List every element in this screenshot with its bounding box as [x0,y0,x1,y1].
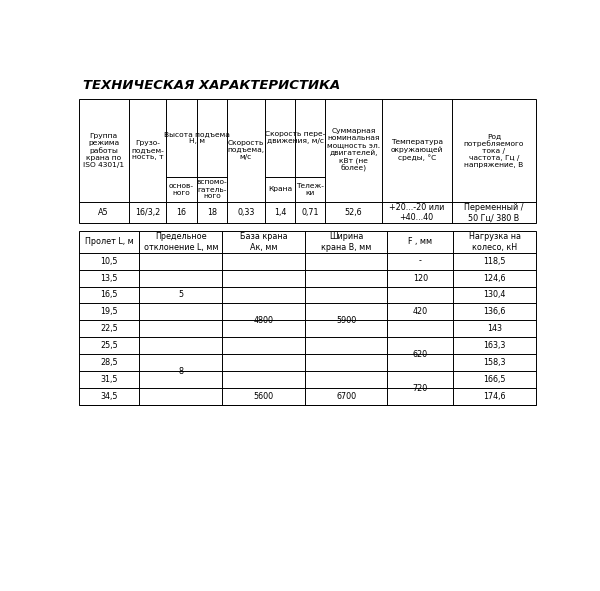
Text: Скорость пере-
движения, м/с: Скорость пере- движения, м/с [265,131,325,144]
Text: -: - [419,256,422,265]
Text: 158,3: 158,3 [484,358,506,367]
Text: 10,5: 10,5 [100,256,118,265]
Text: Пролет L, м: Пролет L, м [85,238,134,246]
Text: Грузо-
подъем-
ность, т: Грузо- подъем- ность, т [131,140,164,160]
Text: 18: 18 [207,208,217,217]
Text: Крана: Крана [268,187,292,193]
Text: 22,5: 22,5 [100,324,118,333]
Text: База крана
Ак, мм: База крана Ак, мм [239,232,287,252]
Text: 120: 120 [413,274,428,282]
Text: основ-
ного: основ- ного [169,183,194,196]
Text: Суммарная
номинальная
мощность эл.
двигателей,
кВт (не
более): Суммарная номинальная мощность эл. двига… [327,128,380,172]
Text: +20...-20 или
+40...40: +20...-20 или +40...40 [389,203,445,222]
Text: 16,5: 16,5 [100,291,118,300]
Text: F , мм: F , мм [409,238,433,246]
Text: Род
потребляемого
тока /
частота, Гц /
напряжение, В: Род потребляемого тока / частота, Гц / н… [464,133,524,168]
Text: 0,71: 0,71 [301,208,319,217]
Text: 25,5: 25,5 [100,342,118,350]
Text: 31,5: 31,5 [100,375,118,384]
Text: A5: A5 [98,208,109,217]
Text: 13,5: 13,5 [100,274,118,282]
Text: 52,6: 52,6 [344,208,362,217]
Text: вспомо-
гатель-
ного: вспомо- гатель- ного [196,180,227,200]
Text: Скорость
подъема,
м/с: Скорость подъема, м/с [227,140,265,160]
Text: 5600: 5600 [253,392,274,401]
Text: 1,4: 1,4 [274,208,286,217]
Text: ТЕХНИЧЕСКАЯ ХАРАКТЕРИСТИКА: ТЕХНИЧЕСКАЯ ХАРАКТЕРИСТИКА [83,79,340,92]
Text: 166,5: 166,5 [484,375,506,384]
Text: 136,6: 136,6 [484,307,506,316]
Text: Температура
окружающей
среды, °С: Температура окружающей среды, °С [391,139,443,161]
Text: 124,6: 124,6 [484,274,506,282]
Text: Ширина
крана В, мм: Ширина крана В, мм [321,232,371,252]
Text: 143: 143 [487,324,502,333]
Bar [79,231,536,405]
Text: 0,33: 0,33 [237,208,254,217]
Text: 16: 16 [176,208,187,217]
Text: 5900: 5900 [336,316,356,325]
Text: 8: 8 [178,367,183,376]
Text: Тележ-
ки: Тележ- ки [296,183,324,196]
Text: Высота подъема
Н, м: Высота подъема Н, м [164,131,230,144]
Text: 174,6: 174,6 [484,392,506,401]
Text: 28,5: 28,5 [100,358,118,367]
Text: 34,5: 34,5 [100,392,118,401]
Text: 4800: 4800 [253,316,274,325]
Bar [79,99,536,223]
Text: 720: 720 [413,384,428,392]
Text: 420: 420 [413,307,428,316]
Text: Группа
режима
работы
крана по
ISO 4301/1: Группа режима работы крана по ISO 4301/1 [83,133,124,168]
Text: 5: 5 [178,291,184,300]
Text: Предельное
отклонение L, мм: Предельное отклонение L, мм [143,232,218,252]
Text: 163,3: 163,3 [484,342,506,350]
Text: 16/3,2: 16/3,2 [135,208,160,217]
Text: 130,4: 130,4 [484,291,506,300]
Text: 6700: 6700 [336,392,356,401]
Text: 118,5: 118,5 [484,256,506,265]
Text: 19,5: 19,5 [100,307,118,316]
Text: Переменный /
50 Гц/ 380 В: Переменный / 50 Гц/ 380 В [464,203,524,222]
Text: Нагрузка на
колесо, кН: Нагрузка на колесо, кН [469,232,521,252]
Text: 620: 620 [413,350,428,359]
